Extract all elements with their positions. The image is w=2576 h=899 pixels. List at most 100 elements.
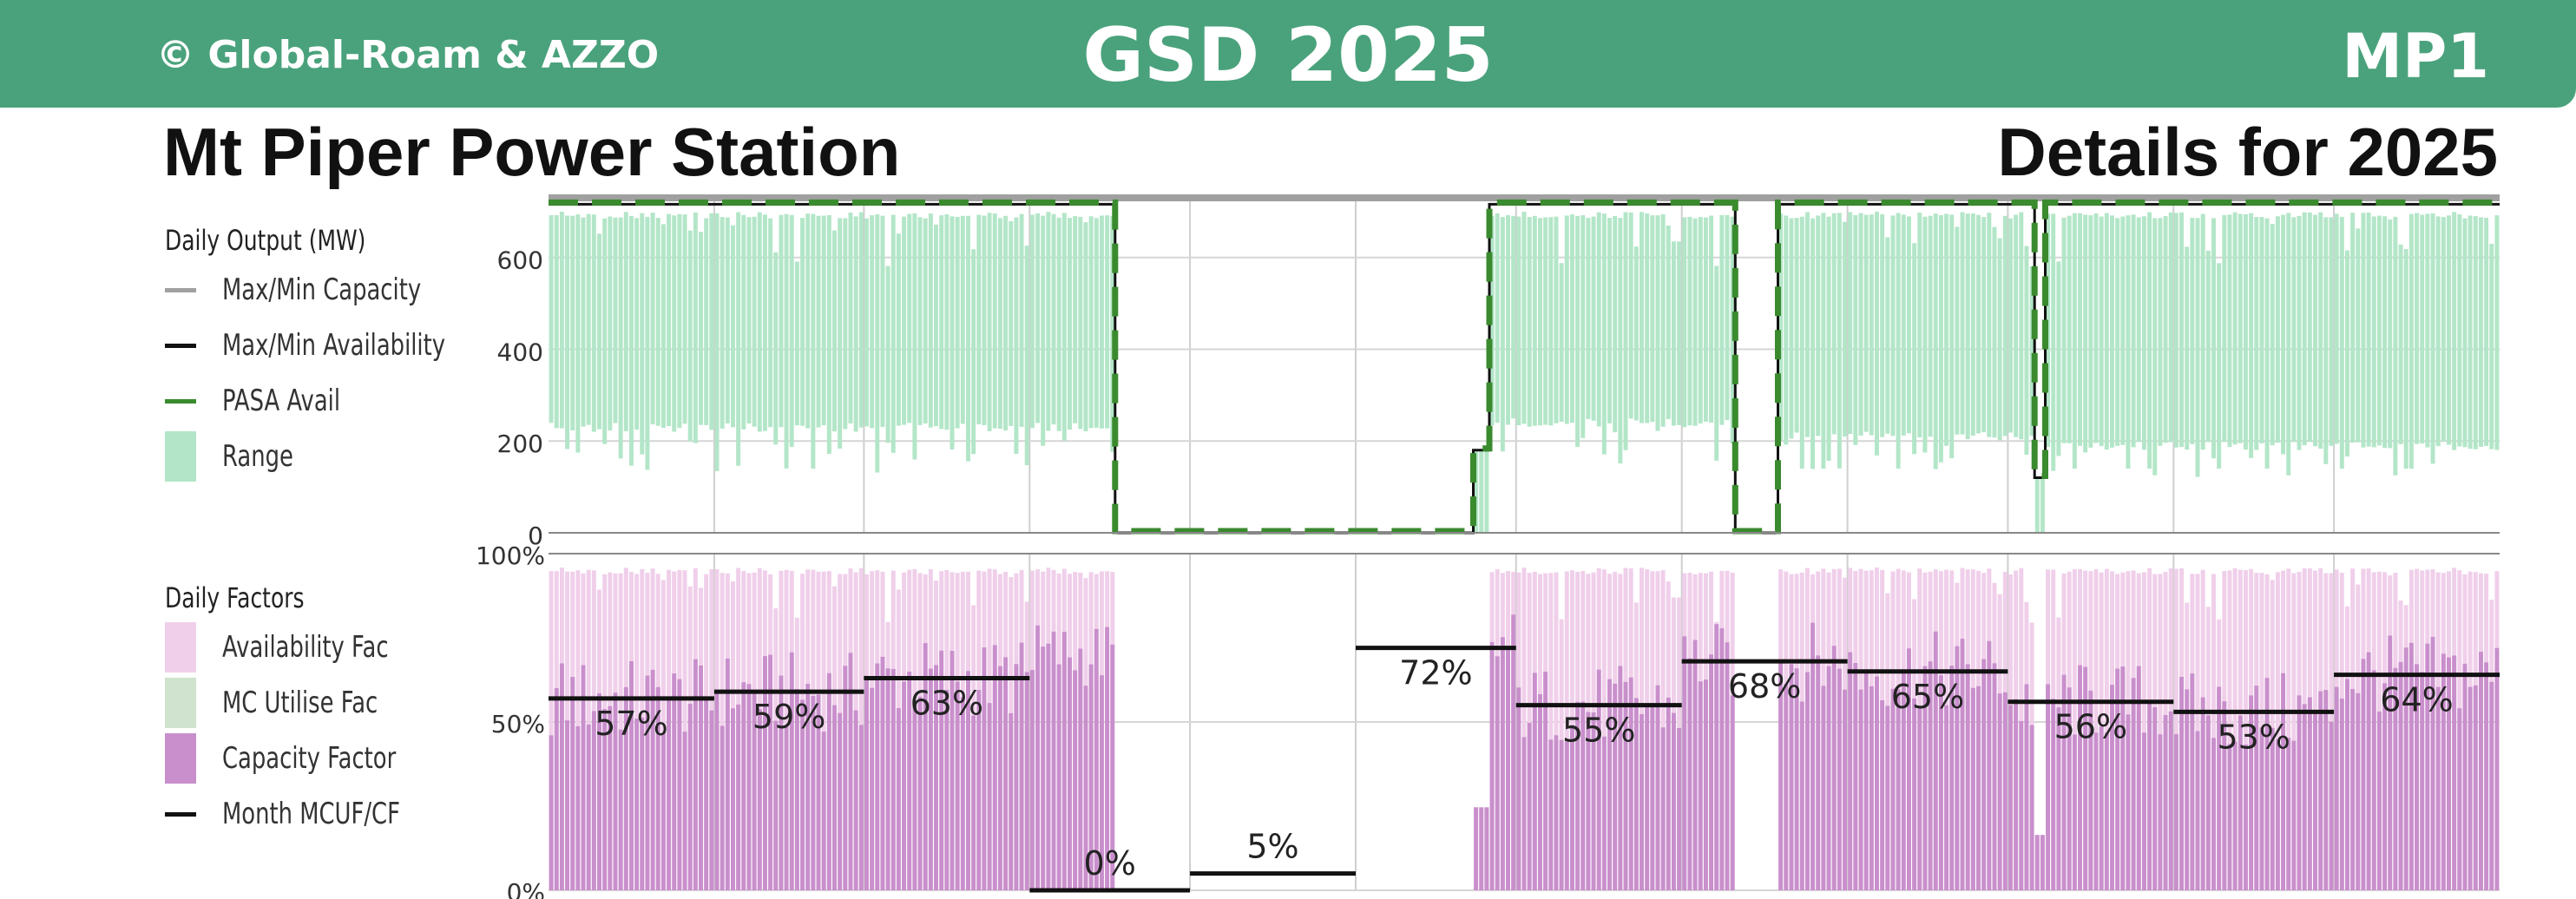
output-range-bar: [2147, 212, 2152, 469]
capacity-factor-bar: [736, 704, 741, 890]
output-range-bar: [2403, 249, 2408, 469]
output-range-bar: [1709, 215, 1714, 423]
output-range-bar: [2126, 215, 2131, 469]
copyright-text: © Global-Roam & AZZO: [156, 33, 660, 77]
capacity-factor-bar: [2356, 692, 2361, 890]
output-range-bar: [902, 216, 907, 425]
capacity-factor-bar: [1521, 737, 1527, 890]
capacity-factor-bar: [982, 647, 987, 890]
capacity-line-swatch: [165, 287, 196, 292]
output-range-bar: [1586, 218, 1591, 419]
availability-fac-bar: [2291, 573, 2297, 890]
capacity-factor-bar: [2425, 643, 2430, 890]
output-range-bar: [1987, 213, 1992, 437]
output-range-bar: [2115, 218, 2120, 446]
output-range-bar: [1778, 213, 1784, 441]
capacity-factor-bar: [2051, 699, 2056, 890]
output-range-bar: [1003, 215, 1009, 430]
output-range-bar: [1880, 213, 1885, 437]
capacity-factor-bar: [1633, 698, 1639, 890]
output-range-bar: [1105, 215, 1110, 429]
output-range-bar: [1799, 216, 1804, 469]
capacity-factor-bar: [902, 681, 907, 890]
output-range-bar: [875, 214, 880, 473]
output-range-bar: [602, 218, 608, 444]
capacity-factor-bar: [1041, 646, 1046, 890]
output-range-bar: [1816, 215, 1821, 436]
station-name: Mt Piper Power Station: [163, 114, 901, 190]
capacity-factor-bar: [1682, 636, 1687, 890]
output-range-bar: [1068, 218, 1072, 430]
capacity-factor-bar: [838, 712, 843, 890]
output-range-bar: [1051, 213, 1056, 425]
capacity-factor-bar: [741, 682, 746, 890]
output-range-bar: [2398, 244, 2403, 444]
capacity-factor-bar: [1035, 625, 1041, 890]
capacity-factor-bar: [843, 666, 848, 890]
availability-fac-bar: [2072, 568, 2077, 890]
capacity-factor-bar: [640, 717, 645, 890]
capacity-factor-bar: [2403, 647, 2408, 890]
capacity-factor-bar: [2088, 690, 2093, 890]
output-range-bar: [2420, 214, 2425, 444]
capacity-factor-bar: [2163, 714, 2168, 890]
capacity-factor-bar: [2313, 712, 2317, 890]
capacity-factor-bar: [1532, 673, 1537, 890]
capacity-factor-bar: [805, 684, 811, 890]
capacity-factor-bar: [1725, 642, 1730, 890]
capacity-factor-bar: [2232, 741, 2238, 890]
output-range-bar: [1495, 213, 1500, 423]
capacity-factor-bar: [1014, 664, 1019, 890]
capacity-factor-bar: [1976, 686, 1981, 890]
output-range-bar: [2249, 213, 2254, 458]
output-range-bar: [1928, 215, 1933, 437]
capacity-factor-bar: [944, 689, 950, 890]
output-range-bar: [762, 214, 767, 431]
output-range-bar: [1516, 216, 1521, 426]
month-cf-label: 0%: [1084, 844, 1136, 883]
capacity-factor-bar: [1709, 654, 1714, 890]
output-range-bar: [746, 217, 752, 424]
capacity-factor-bar: [789, 652, 794, 890]
pasa-line-swatch: [165, 398, 196, 404]
output-range-bar: [640, 213, 645, 455]
output-range-bar: [2120, 216, 2126, 445]
output-range-bar: [2425, 213, 2430, 448]
output-range-bar: [2051, 213, 2056, 471]
output-range-bar: [1853, 214, 1858, 445]
capacity-factor-bar: [1003, 657, 1009, 890]
output-range-bar: [2163, 215, 2168, 443]
output-range-bar: [1821, 213, 1826, 469]
availability-fac-bar: [1601, 569, 1607, 890]
capacity-factor-bar: [2441, 653, 2446, 890]
legend-label: Max/Min Availability: [222, 328, 446, 363]
output-range-bar: [1029, 214, 1035, 429]
capacity-factor-bar: [608, 705, 613, 890]
output-range-bar: [1848, 212, 1853, 434]
capacity-factor-bar: [1110, 644, 1115, 890]
capacity-factor-bar: [1677, 727, 1682, 890]
capacity-factor-bar: [1997, 693, 2002, 890]
output-range-bar: [2211, 218, 2216, 459]
capacity-factor-bar: [1944, 705, 1949, 890]
capacity-factor-bar: [907, 671, 912, 890]
capacity-factor-bar: [575, 725, 581, 890]
capacity-factor-bar: [687, 704, 693, 890]
output-range-bar: [2152, 218, 2158, 476]
output-range-bar: [1474, 450, 1479, 533]
output-range-bar: [864, 218, 869, 427]
capacity-factor-bar: [2457, 708, 2462, 890]
output-range-bar: [2356, 228, 2361, 443]
details-title: Details for 2025: [1997, 114, 2498, 190]
output-range-bar: [826, 214, 831, 454]
output-range-bar: [2061, 217, 2067, 443]
capacity-factor-bar: [1869, 686, 1874, 890]
output-range-bar: [773, 252, 779, 445]
capacity-factor-bar: [1489, 641, 1495, 890]
output-range-bar: [885, 266, 890, 443]
capacity-factor-bar: [1906, 648, 1911, 890]
factors-y-tick-label: 100%: [476, 541, 545, 570]
capacity-factor-bar: [757, 709, 762, 890]
output-range-bar: [1933, 213, 1938, 469]
output-range-bar: [1858, 213, 1863, 436]
